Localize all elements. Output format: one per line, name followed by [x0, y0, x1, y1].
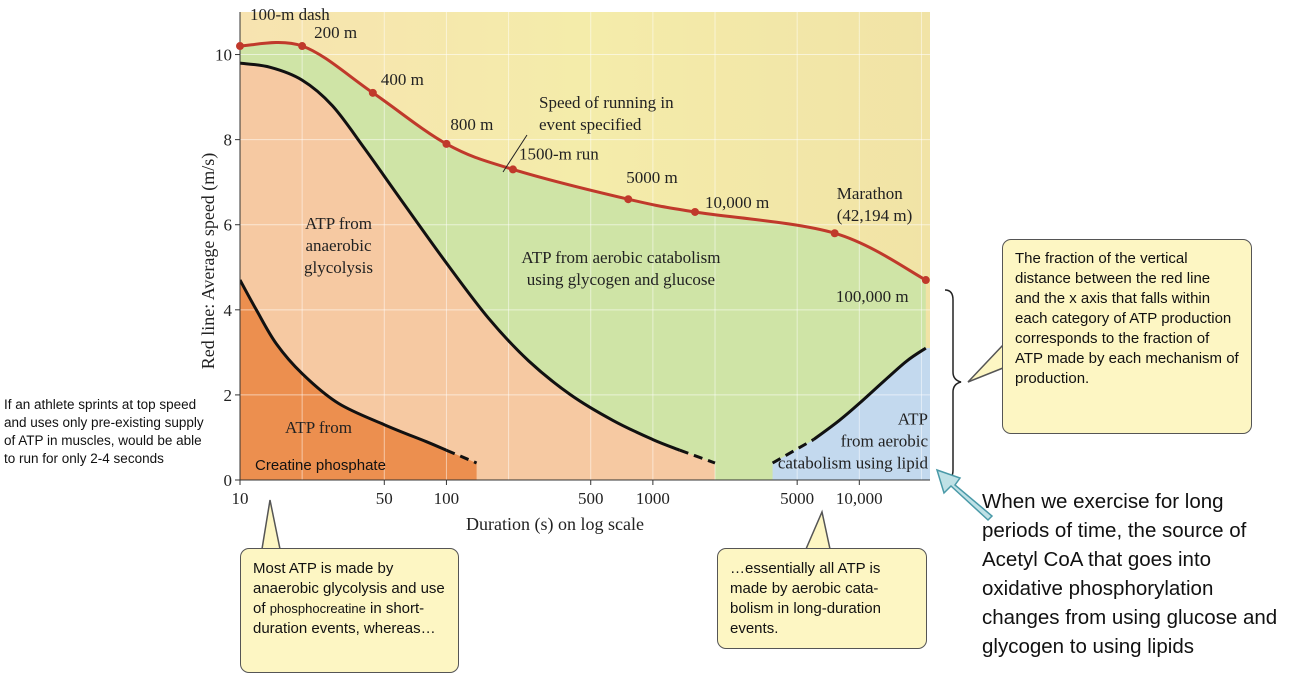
speed-point-label: 100,000 m [836, 287, 909, 306]
speed-point [691, 207, 700, 216]
speed-point-label: 5000 m [626, 168, 677, 187]
y-tick-label: 8 [224, 131, 233, 150]
y-tick-label: 6 [224, 216, 233, 235]
speed-point-label: 800 m [450, 115, 493, 134]
speed-point-label: (42,194 m) [837, 206, 913, 225]
speed-point [921, 276, 930, 285]
y-tick-label: 10 [215, 46, 232, 65]
x-tick-label: 500 [578, 489, 604, 508]
speed-point [624, 195, 633, 204]
y-tick-label: 2 [224, 386, 233, 405]
speed-point-label: 1500-m run [519, 144, 599, 163]
y-tick-label: 0 [224, 471, 233, 490]
fraction-bracket [944, 289, 962, 481]
speed-point [508, 165, 517, 174]
callout-fraction-explanation: The fraction of the vertical distance be… [1002, 239, 1252, 434]
x-tick-label: 5000 [780, 489, 814, 508]
boundary-lipid-aerobic-dashed [771, 438, 815, 465]
boundary-lipid-aerobic [812, 346, 927, 441]
x-tick-label: 100 [434, 489, 460, 508]
creatine-phosphate-label: Creatine phosphate [255, 457, 386, 474]
region-label: anaerobic [305, 236, 372, 255]
x-tick-label: 10 [232, 489, 249, 508]
x-tick-label: 50 [376, 489, 393, 508]
speed-point-label: 400 m [381, 70, 424, 89]
speed-point-label: 200 m [314, 23, 357, 42]
region-creatine-phosphate [240, 280, 477, 480]
region-label: using glycogen and glucose [527, 270, 715, 289]
callout-fraction-text: The fraction of the vertical distance be… [1015, 250, 1239, 387]
speed-point [830, 229, 839, 238]
region-label: ATP from [305, 214, 372, 233]
region-label: from aerobic [841, 432, 929, 451]
speed-point [368, 88, 377, 97]
region-anaerobic-glycolysis [240, 63, 716, 480]
x-tick-label: 1000 [636, 489, 670, 508]
boundary-glycolysis-aerobic-dashed [679, 448, 716, 465]
speed-point [442, 139, 451, 148]
speed-point-label: 100-m dash [250, 5, 330, 24]
speed-caption-leader [502, 134, 528, 173]
speed-point [236, 42, 244, 51]
region-aerobic-lipid [772, 348, 930, 480]
callout-pointer-fraction [967, 344, 1004, 383]
y-tick-label: 4 [224, 301, 233, 320]
callout-short-duration-text-1: Most ATP is made by anaerobic glycolysis… [253, 560, 445, 617]
callout-long-duration-text: …essentially all ATP is made by aerobic … [730, 560, 881, 637]
y-axis-label: Red line: Average speed (m/s) [198, 153, 219, 370]
region-label: ATP from [285, 418, 352, 437]
callout-pointer-long [805, 509, 831, 550]
region-label: glycolysis [304, 258, 373, 277]
sprint-side-note: If an athlete sprints at top speed and u… [4, 397, 204, 466]
callout-short-duration: Most ATP is made by anaerobic glycolysis… [240, 548, 459, 673]
speed-series-caption: Speed of running in [539, 93, 674, 112]
callout-short-duration-text-2: in short-duration events, whereas… [253, 600, 436, 637]
speed-series-caption: event specified [539, 115, 642, 134]
x-axis-label: Duration (s) on log scale [466, 514, 644, 535]
region-label: catabolism using lipid [778, 454, 929, 473]
lipid-arrow-icon [935, 468, 994, 522]
boundary-glycolysis-aerobic [240, 61, 681, 452]
region-label: ATP [898, 410, 928, 429]
boundary-creatine-glycolysis [240, 279, 447, 452]
region-label: ATP from aerobic catabolism [521, 248, 720, 267]
boundary-creatine-glycolysis-dashed [445, 448, 478, 465]
speed-point-label: Marathon [837, 184, 904, 203]
callout-long-duration: …essentially all ATP is made by aerobic … [717, 548, 927, 649]
speed-point-label: 10,000 m [705, 193, 769, 212]
speed-line [239, 41, 927, 282]
x-tick-label: 10,000 [836, 489, 883, 508]
lipid-exercise-note: When we exercise for long periods of tim… [982, 490, 1278, 658]
speed-point [298, 42, 307, 51]
callout-phosphocreatine: phosphocreatine [269, 601, 366, 616]
callout-pointer-short [261, 499, 281, 550]
